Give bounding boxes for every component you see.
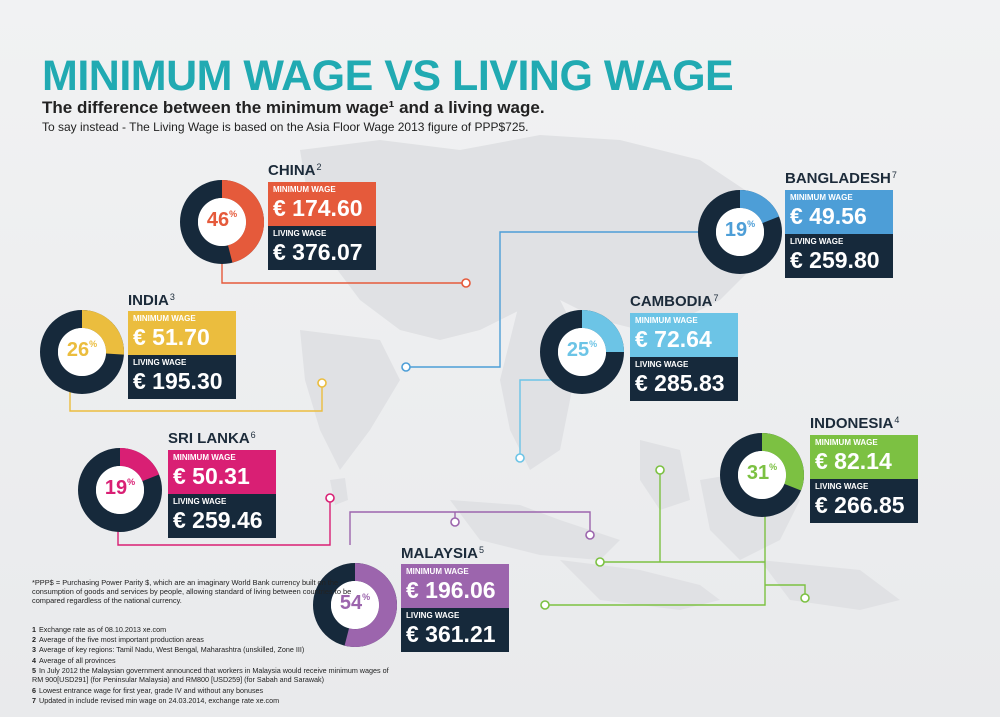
minimum-wage-label: MINIMUM WAGE	[173, 453, 236, 462]
cambodia-percent-label: 25%	[566, 339, 598, 361]
china-minimum-wage-box: MINIMUM WAGE € 174.60	[268, 182, 376, 226]
cambodia-country-name: CAMBODIA7	[630, 293, 719, 310]
indonesia-percent-label: 31%	[746, 462, 778, 484]
bangladesh-donut-center	[716, 208, 764, 256]
living-wage-label: LIVING WAGE	[406, 611, 460, 620]
malaysia-minimum-wage-value: € 196.06	[406, 577, 496, 603]
malaysia-country-name: MALAYSIA5	[401, 545, 484, 562]
cambodia-minimum-wage-box: MINIMUM WAGE € 72.64	[630, 313, 738, 357]
india-donut	[40, 310, 124, 394]
footnote-1: 1 Exchange rate as of 08.10.2013 xe.com	[32, 625, 167, 634]
china-country-name: CHINA2	[268, 162, 322, 179]
china-living-wage-box: LIVING WAGE € 376.07	[268, 226, 376, 270]
cambodia-living-wage-value: € 285.83	[635, 370, 725, 396]
malaysia-minimum-wage-box: MINIMUM WAGE € 196.06	[401, 564, 509, 608]
living-wage-label: LIVING WAGE	[273, 229, 327, 238]
cambodia-living-wage-box: LIVING WAGE € 285.83	[630, 357, 738, 401]
minimum-wage-label: MINIMUM WAGE	[815, 438, 878, 447]
india-donut-slice	[81, 310, 124, 355]
sri-lanka-living-wage-value: € 259.46	[173, 507, 263, 533]
sri-lanka-minimum-wage-value: € 50.31	[173, 463, 250, 489]
china-minimum-wage-value: € 174.60	[273, 195, 363, 221]
malaysia-percent-label: 54%	[339, 592, 371, 614]
indonesia-country-name: INDONESIA4	[810, 415, 900, 432]
ppp-note: *PPP$ = Purchasing Power Parity $, which…	[32, 578, 377, 606]
malaysia-living-wage-value: € 361.21	[406, 621, 496, 647]
footnote-7: 7 Updated in include revised min wage on …	[32, 696, 280, 705]
india-living-wage-box: LIVING WAGE € 195.30	[128, 355, 236, 399]
page-subtitle-2: To say instead - The Living Wage is base…	[42, 120, 529, 134]
indonesia-living-wage-value: € 266.85	[815, 492, 905, 518]
minimum-wage-label: MINIMUM WAGE	[273, 185, 336, 194]
indonesia-minimum-wage-value: € 82.14	[815, 448, 892, 474]
page-subtitle: The difference between the minimum wage¹…	[42, 98, 545, 117]
malaysia-donut	[313, 563, 397, 647]
sri-lanka-living-wage-box: LIVING WAGE € 259.46	[168, 494, 276, 538]
sri-lanka-donut	[78, 448, 162, 532]
minimum-wage-label: MINIMUM WAGE	[133, 314, 196, 323]
page-title: MINIMUM WAGE VS LIVING WAGE	[42, 52, 734, 100]
ppp-note-text: *PPP$ = Purchasing Power Parity $, which…	[32, 578, 352, 606]
bangladesh-donut-slice	[739, 190, 780, 224]
indonesia-donut-slice	[761, 433, 804, 491]
bangladesh-country-name: BANGLADESH7	[785, 170, 897, 187]
minimum-wage-label: MINIMUM WAGE	[406, 567, 469, 576]
malaysia-donut-slice	[344, 563, 397, 647]
footnote-5: 5 In July 2012 the Malaysian government a…	[32, 666, 389, 684]
footnote-6: 6 Lowest entrance wage for first year, gr…	[32, 686, 264, 695]
india-minimum-wage-value: € 51.70	[133, 324, 210, 350]
living-wage-label: LIVING WAGE	[815, 482, 869, 491]
indonesia-donut-center	[738, 451, 786, 499]
malaysia-donut-center	[331, 581, 379, 629]
cambodia-donut	[540, 310, 624, 394]
sri-lanka-donut-slice	[119, 448, 160, 482]
bangladesh-minimum-wage-value: € 49.56	[790, 203, 867, 229]
indonesia-living-wage-box: LIVING WAGE € 266.85	[810, 479, 918, 523]
indonesia-minimum-wage-box: MINIMUM WAGE € 82.14	[810, 435, 918, 479]
india-percent-label: 26%	[66, 339, 98, 361]
minimum-wage-label: MINIMUM WAGE	[790, 193, 853, 202]
china-donut-center	[198, 198, 246, 246]
sri-lanka-country-name: SRI LANKA6	[168, 430, 256, 447]
footnote-3: 3 Average of key regions: Tamil Nadu, Wes…	[32, 645, 305, 654]
cambodia-minimum-wage-value: € 72.64	[635, 326, 712, 352]
bangladesh-living-wage-value: € 259.80	[790, 247, 880, 273]
bangladesh-minimum-wage-box: MINIMUM WAGE € 49.56	[785, 190, 893, 234]
bangladesh-living-wage-box: LIVING WAGE € 259.80	[785, 234, 893, 278]
india-country-name: INDIA3	[128, 292, 175, 309]
cambodia-donut-center	[558, 328, 606, 376]
india-living-wage-value: € 195.30	[133, 368, 223, 394]
sri-lanka-donut-center	[96, 466, 144, 514]
indonesia-donut	[720, 433, 804, 517]
cambodia-donut-slice	[581, 310, 624, 353]
living-wage-label: LIVING WAGE	[635, 360, 689, 369]
sri-lanka-minimum-wage-box: MINIMUM WAGE € 50.31	[168, 450, 276, 494]
china-donut-slice	[221, 180, 264, 263]
china-donut	[180, 180, 264, 264]
india-minimum-wage-box: MINIMUM WAGE € 51.70	[128, 311, 236, 355]
bangladesh-percent-label: 19%	[724, 219, 756, 241]
china-percent-label: 46%	[206, 209, 238, 231]
living-wage-label: LIVING WAGE	[790, 237, 844, 246]
china-living-wage-value: € 376.07	[273, 239, 363, 265]
malaysia-living-wage-box: LIVING WAGE € 361.21	[401, 608, 509, 652]
minimum-wage-label: MINIMUM WAGE	[635, 316, 698, 325]
living-wage-label: LIVING WAGE	[133, 358, 187, 367]
sri-lanka-percent-label: 19%	[104, 477, 136, 499]
living-wage-label: LIVING WAGE	[173, 497, 227, 506]
footnote-2: 2 Average of the five most important prod…	[32, 635, 204, 644]
india-donut-center	[58, 328, 106, 376]
bangladesh-donut	[698, 190, 782, 274]
footnote-4: 4 Average of all provinces	[32, 656, 116, 665]
